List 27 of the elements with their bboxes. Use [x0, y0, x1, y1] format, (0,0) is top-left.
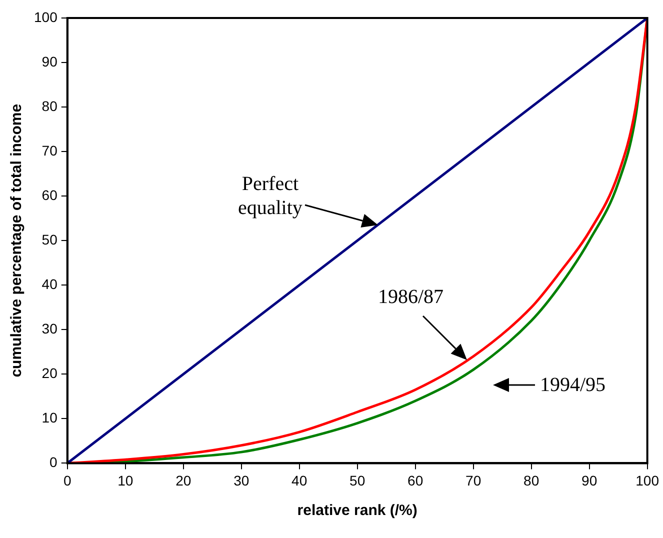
x-tick-label: 50	[350, 472, 366, 488]
y-tick-label: 60	[42, 186, 58, 203]
y-tick-label: 40	[42, 276, 58, 292]
x-tick-label: 40	[292, 472, 308, 488]
x-tick-label: 20	[176, 472, 192, 488]
annotation: 1994/95	[540, 373, 606, 397]
x-tick-label: 80	[524, 472, 540, 488]
x-tick-label: 60	[408, 472, 424, 488]
x-tick-label: 100	[636, 472, 660, 488]
y-tick-label: 20	[42, 365, 58, 382]
annotation: Perfect equality	[238, 172, 302, 220]
y-tick-label: 10	[42, 410, 58, 426]
y-tick-label: 50	[42, 231, 58, 248]
x-tick-label: 0	[63, 472, 72, 488]
y-tick-label: 0	[50, 454, 58, 470]
y-tick-label: 80	[42, 98, 58, 114]
y-tick-label: 100	[34, 8, 58, 25]
y-axis-title: cumulative percentage of total income	[8, 104, 26, 378]
y-tick-label: 70	[42, 142, 58, 158]
x-tick-label: 30	[234, 472, 250, 488]
y-tick-label: 90	[42, 53, 58, 70]
x-axis-title: relative rank (/%)	[297, 502, 418, 520]
x-tick-label: 10	[118, 472, 134, 488]
x-tick-label: 90	[582, 472, 598, 488]
x-tick-label: 70	[466, 472, 482, 488]
y-tick-label: 30	[42, 320, 58, 336]
annotation: 1986/87	[378, 285, 444, 309]
